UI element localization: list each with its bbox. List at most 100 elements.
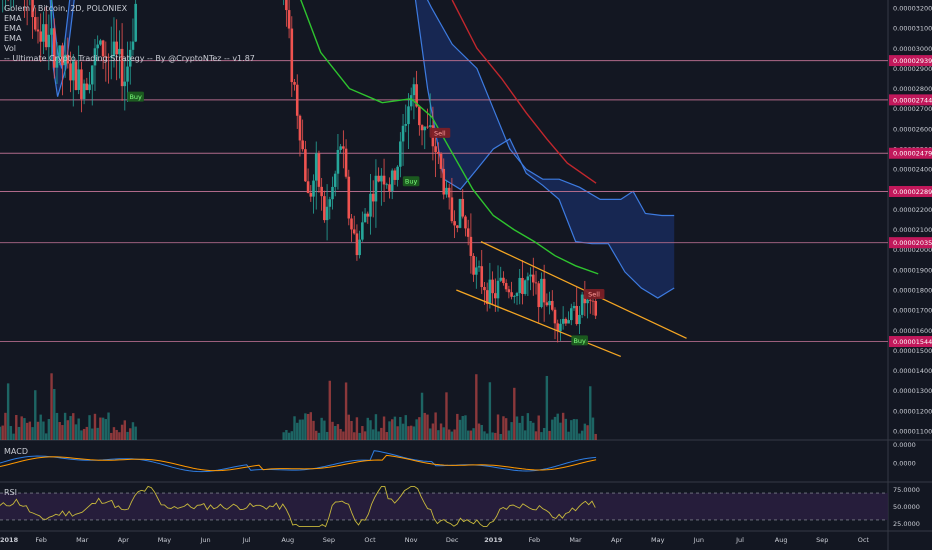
volume-bar [572, 419, 576, 440]
candle-body [352, 229, 356, 234]
volume-bar [99, 417, 102, 440]
volume-bar [513, 387, 516, 440]
volume-bar [20, 416, 23, 440]
volume-bar [63, 412, 67, 440]
candle-body [401, 125, 405, 142]
candle-body [328, 199, 332, 207]
volume-bar [567, 431, 570, 440]
rsi-label: RSI [4, 488, 17, 497]
volume-bar [74, 424, 78, 440]
candle-body [445, 187, 448, 195]
candle-body [323, 196, 326, 221]
volume-bar [361, 426, 364, 440]
volume-bar [23, 418, 26, 440]
candle-body [507, 289, 511, 293]
candle-body [96, 44, 99, 49]
candle-body [466, 228, 470, 237]
level-price-label: 0.00002289 [893, 188, 932, 196]
price-tick-label: 0.00002400 [893, 166, 932, 174]
candle-body [44, 24, 48, 48]
volume-bar [461, 416, 464, 440]
candle-body [537, 283, 541, 308]
volume-bar [101, 417, 105, 440]
volume-bar [28, 421, 32, 440]
volume-bar [336, 424, 340, 440]
x-tick-label: Jul [735, 536, 744, 544]
volume-bar [521, 415, 524, 440]
candle-body [61, 45, 64, 66]
volume-bar [540, 432, 543, 440]
candle-body [510, 292, 513, 297]
candle-body [456, 225, 459, 228]
sell-signal-label: Sell [588, 291, 600, 299]
x-tick-label: Feb [529, 536, 541, 544]
candle-body [580, 294, 584, 315]
volume-bar [502, 416, 505, 440]
volume-bar [393, 416, 397, 440]
volume-bar [583, 423, 587, 440]
volume-bar [537, 415, 540, 440]
price-tick-label: 0.00001100 [893, 427, 932, 435]
candle-body [485, 290, 489, 304]
candle-body [134, 3, 137, 42]
volume-bar [515, 416, 519, 440]
candle-body [298, 115, 302, 141]
price-tick-label: 0.00002800 [893, 85, 932, 93]
price-tick-label: 0.00002900 [893, 65, 932, 73]
volume-bar [123, 420, 127, 440]
volume-bar [77, 418, 80, 440]
candle-body [31, 0, 34, 18]
level-price-badge [889, 147, 932, 159]
candle-body [115, 41, 118, 55]
price-tick-label: 0.00002100 [893, 226, 932, 234]
volume-bar [488, 382, 492, 440]
candle-body [55, 57, 59, 68]
candle-body [477, 266, 481, 268]
price-tick-label: 0.00001500 [893, 347, 932, 355]
volume-bar [309, 412, 312, 440]
volume-bar [69, 416, 72, 440]
candle-body [107, 56, 110, 58]
candle-body [572, 305, 576, 309]
volume-legend: Vol [4, 44, 16, 53]
candle-body [380, 175, 383, 182]
candle-body [80, 69, 83, 99]
candle-body [69, 63, 72, 81]
volume-bar [112, 427, 116, 440]
volume-bar [334, 426, 337, 440]
rsi-axis-label: 50.0000 [893, 503, 920, 511]
volume-bar [312, 420, 315, 440]
x-tick-label: Apr [118, 536, 130, 544]
price-tick-label: 0.00003200 [893, 5, 932, 13]
candle-body [361, 222, 364, 240]
ema-legend-1: EMA [4, 14, 22, 23]
volume-bar [44, 433, 48, 440]
buy-signal-badge [571, 335, 588, 346]
candle-body [71, 61, 75, 81]
volume-bar [131, 422, 135, 440]
volume-bar [442, 427, 445, 440]
volume-bar [298, 419, 302, 440]
candle-body [556, 323, 560, 332]
candle-body [339, 146, 342, 150]
volume-bar [409, 425, 413, 440]
volume-bar [293, 416, 296, 440]
volume-bar [450, 431, 454, 440]
ema-green-line [300, 0, 599, 275]
x-tick-label: 2018 [0, 536, 19, 544]
volume-bar [47, 419, 51, 440]
volume-bar [91, 428, 94, 440]
candle-body [369, 193, 372, 217]
candle-body [74, 61, 78, 90]
volume-bar [353, 432, 356, 440]
volume-bar [445, 392, 448, 440]
sell-signal-badge [583, 289, 605, 300]
x-tick-label: Jun [693, 536, 704, 544]
volume-bar [399, 416, 402, 440]
volume-bar [377, 431, 380, 440]
candle-body [531, 274, 535, 283]
candle-body [461, 198, 465, 217]
candle-body [439, 153, 443, 169]
volume-bar [115, 429, 118, 440]
